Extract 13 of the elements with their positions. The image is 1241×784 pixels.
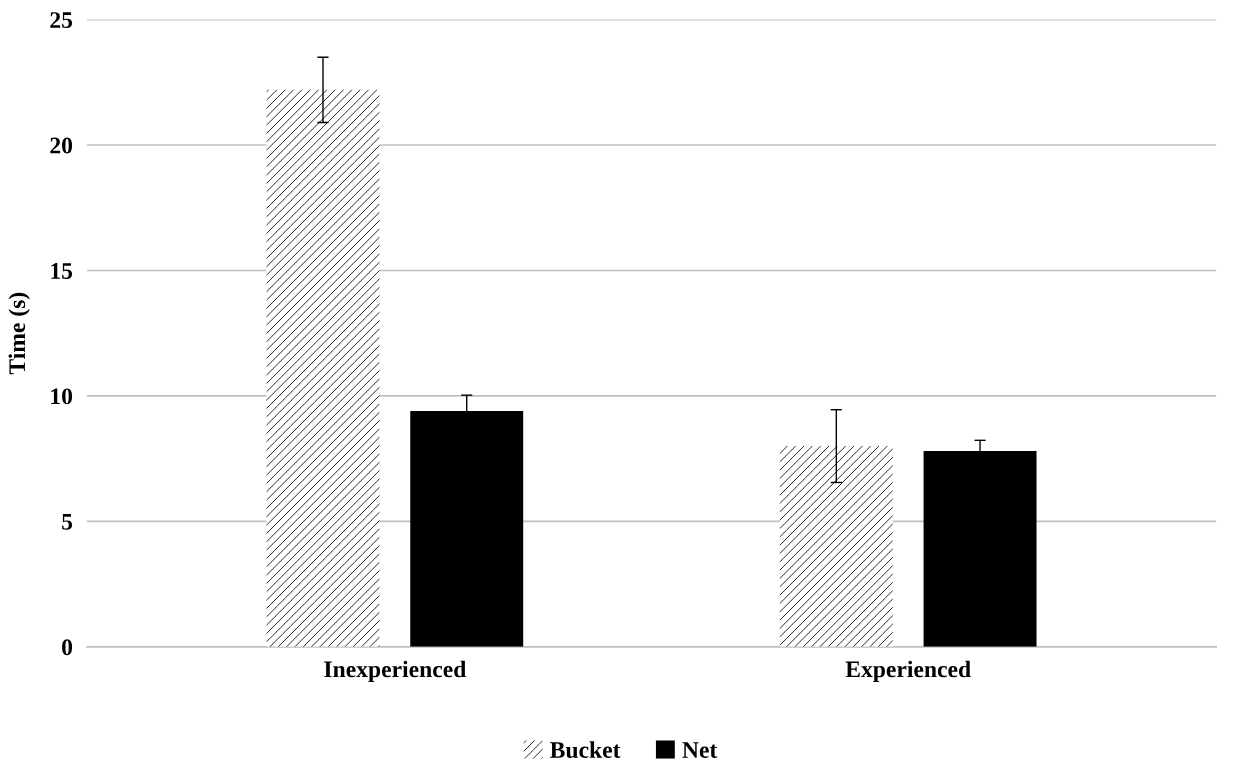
y-axis-title: Time (s): [8, 292, 30, 375]
legend-label: Net: [682, 742, 718, 758]
y-tick-label: 20: [50, 137, 73, 154]
bar: [779, 446, 893, 647]
legend-label: Bucket: [550, 741, 621, 759]
y-tick-label: 0: [62, 639, 73, 656]
y-tick-label: 10: [51, 388, 73, 405]
y-tick-label: 15: [51, 263, 73, 279]
y-tick-label: 5: [62, 514, 73, 530]
x-tick-label: Experienced: [845, 660, 971, 683]
x-tick-label: Inexperienced: [324, 660, 467, 683]
bar: [266, 89, 380, 647]
y-tick-label: 25: [50, 12, 73, 29]
